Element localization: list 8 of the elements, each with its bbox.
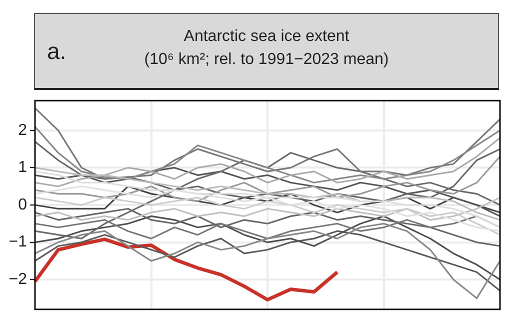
text: a. xyxy=(47,38,66,65)
chart-subtitle: (10⁶ km²; rel. to 1991−2023 mean) xyxy=(144,51,389,68)
y-tick-label: 2 xyxy=(18,122,28,139)
y-tick-label: −2 xyxy=(8,270,28,288)
chart-title: Antarctic sea ice extent xyxy=(184,28,350,45)
y-tick-label: 0 xyxy=(18,196,28,214)
y-tick-label: −1 xyxy=(8,234,28,251)
y-tick-label: 1 xyxy=(18,159,28,176)
